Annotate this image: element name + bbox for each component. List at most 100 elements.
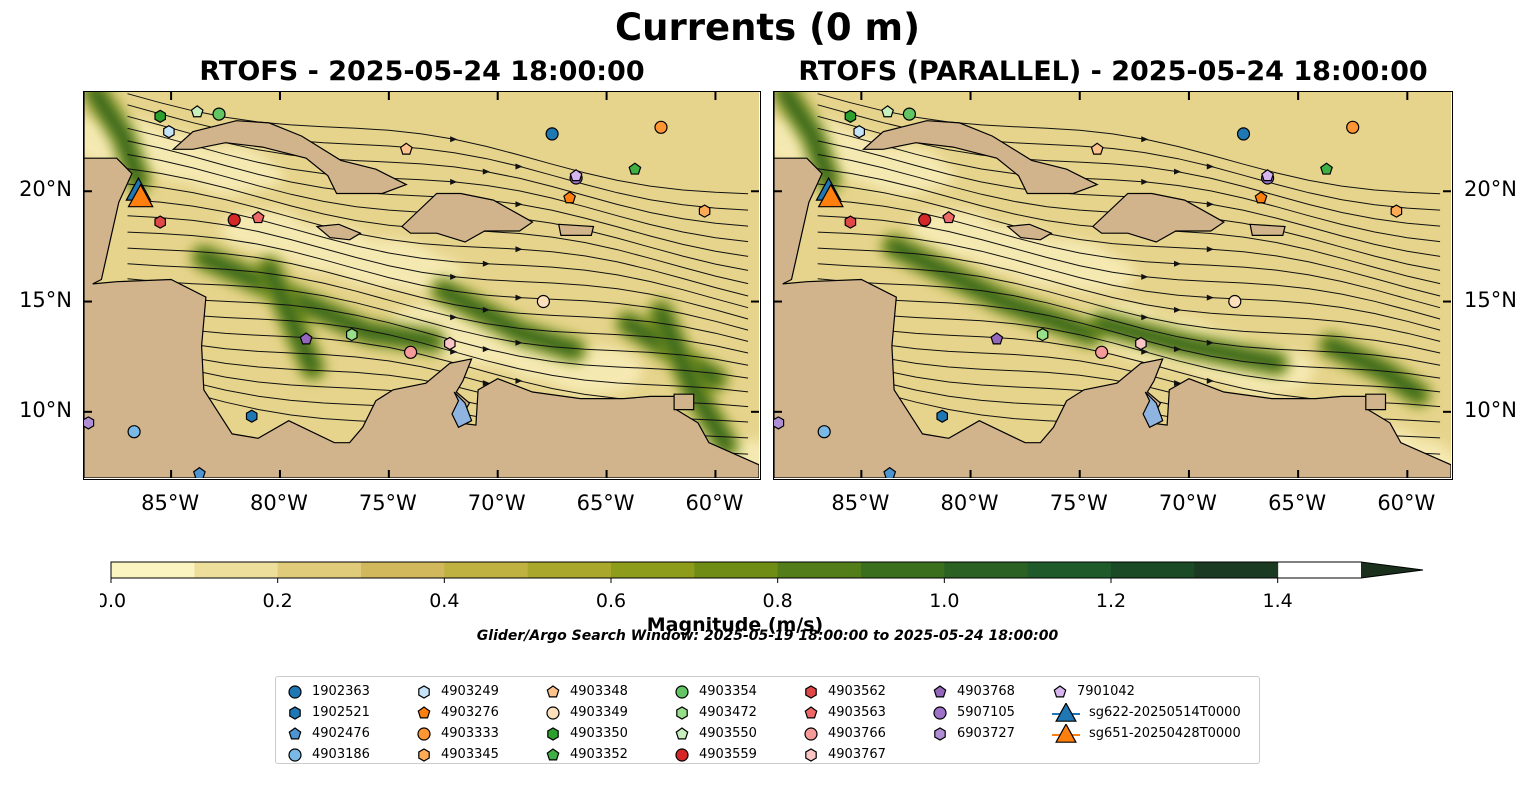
colorbar-extend-arrow (1361, 562, 1423, 578)
search-window-text: Glider/Argo Search Window: 2025-05-19 18… (476, 628, 1059, 644)
float-marker-4903767[interactable] (443, 336, 456, 351)
legend-entry-7901042[interactable]: 7901042 (1051, 681, 1241, 702)
float-marker-1902363[interactable] (545, 127, 559, 141)
float-marker-4903276[interactable] (563, 191, 577, 204)
legend-entry-4903352[interactable]: 4903352 (544, 744, 628, 765)
float-marker-4903350[interactable] (154, 109, 166, 123)
legend-entry-4903276[interactable]: 4903276 (415, 702, 499, 723)
legend-entry-6903727[interactable]: 6903727 (931, 723, 1015, 744)
x-tick-label-right: 85°W (831, 491, 890, 515)
float-marker-4903348[interactable] (399, 142, 413, 155)
float-marker-4903345[interactable] (1390, 204, 1403, 218)
float-marker-4903767[interactable] (1135, 336, 1147, 351)
float-marker-4902476[interactable] (192, 466, 206, 478)
float-marker-4903352[interactable] (1320, 162, 1333, 175)
float-marker-4903349[interactable] (536, 294, 550, 309)
float-marker-4903186[interactable] (127, 425, 141, 439)
x-tick-label-right: 75°W (1049, 491, 1108, 515)
hexagon-marker-icon (547, 726, 559, 741)
x-tick-label-left: 60°W (685, 491, 744, 515)
float-marker-1902521[interactable] (245, 409, 258, 423)
legend-entry-1902363[interactable]: 1902363 (286, 681, 370, 702)
float-marker-1902521[interactable] (936, 409, 948, 423)
legend-entry-4903767[interactable]: 4903767 (802, 744, 886, 765)
float-marker-6903727[interactable] (84, 416, 95, 430)
float-marker-4903249[interactable] (163, 125, 175, 139)
legend-entry-4903349[interactable]: 4903349 (544, 702, 628, 723)
float-marker-6903727[interactable] (774, 416, 785, 430)
float-marker-4903559[interactable] (918, 213, 932, 227)
circle-marker-icon (804, 726, 818, 741)
float-marker-4903352[interactable] (628, 162, 642, 175)
float-marker-4903354[interactable] (902, 107, 916, 121)
legend-entry-4903186[interactable]: 4903186 (286, 744, 370, 765)
float-marker-4903550[interactable] (881, 105, 895, 118)
float-marker-4903766[interactable] (1095, 345, 1109, 359)
colorbar-bin (361, 562, 445, 578)
legend-column: 4903249 4903276 4903333 4903345 (415, 681, 499, 765)
legend-entry-4903348[interactable]: 4903348 (544, 681, 628, 702)
float-marker-4903349[interactable] (1228, 294, 1242, 309)
float-marker-4903348[interactable] (1090, 142, 1104, 155)
legend-entry-4903550[interactable]: 4903550 (673, 723, 757, 744)
map-canvas-rtofs (84, 92, 759, 478)
float-marker-1902363[interactable] (1236, 127, 1251, 141)
glider-marker-sg651-20250428T0000[interactable] (817, 183, 844, 208)
float-marker-4903562[interactable] (154, 215, 166, 229)
legend-entry-label: 4903249 (441, 684, 499, 699)
float-marker-4903472[interactable] (345, 327, 358, 342)
map-panel-rtofs[interactable] (83, 91, 761, 480)
float-marker-4903559[interactable] (227, 213, 241, 227)
circle-marker-icon (417, 726, 431, 741)
legend-entry-label: 4903563 (828, 705, 886, 720)
colorbar-tick-label: 0.2 (263, 590, 293, 612)
colorbar-bin (444, 562, 529, 578)
legend-entry-4903354[interactable]: 4903354 (673, 681, 757, 702)
float-marker-4903768[interactable] (990, 332, 1004, 345)
map-panel-rtofs-parallel[interactable] (773, 91, 1453, 480)
legend-entry-1902521[interactable]: 1902521 (286, 702, 370, 723)
legend-entry-4903472[interactable]: 4903472 (673, 702, 757, 723)
legend-entry-4903562[interactable]: 4903562 (802, 681, 886, 702)
legend-entry-4903559[interactable]: 4903559 (673, 744, 757, 765)
legend-entry-4903768[interactable]: 4903768 (931, 681, 1015, 702)
legend-entry-4902476[interactable]: 4902476 (286, 723, 370, 744)
float-marker-4903766[interactable] (404, 345, 418, 359)
legend-entry-5907105[interactable]: 5907105 (931, 702, 1015, 723)
hexagon-marker-icon (418, 747, 430, 762)
colorbar-tick-label: 1.4 (1263, 590, 1293, 612)
float-marker-4903550[interactable] (190, 105, 204, 118)
float-marker-4903276[interactable] (1254, 191, 1268, 204)
hexagon-marker-icon (805, 747, 817, 762)
colorbar-tick-label: 1.0 (929, 590, 959, 612)
x-tick-label-left: 75°W (358, 491, 417, 515)
float-marker-4903345[interactable] (698, 204, 711, 218)
x-tick-label-right: 65°W (1268, 491, 1327, 515)
float-marker-4903563[interactable] (251, 210, 265, 224)
legend-entry-4903563[interactable]: 4903563 (802, 702, 886, 723)
glider-marker-sg651-20250428T0000[interactable] (127, 183, 154, 208)
float-marker-7901042[interactable] (1261, 169, 1275, 182)
float-marker-4903562[interactable] (844, 215, 857, 229)
float-marker-4903333[interactable] (1346, 120, 1360, 134)
legend-entry-4903350[interactable]: 4903350 (544, 723, 628, 744)
float-marker-4903333[interactable] (654, 120, 668, 134)
legend-entry-label: 4903559 (699, 747, 757, 762)
float-marker-4903350[interactable] (844, 109, 857, 123)
float-marker-4903472[interactable] (1036, 327, 1049, 342)
float-marker-4903186[interactable] (817, 425, 831, 439)
pentagon-marker-icon (546, 684, 560, 697)
float-marker-4903249[interactable] (853, 125, 865, 139)
legend-entry-sg622-20250514T0000[interactable]: sg622-20250514T0000 (1051, 702, 1241, 723)
legend-entry-4903345[interactable]: 4903345 (415, 744, 499, 765)
float-marker-4902476[interactable] (883, 466, 897, 478)
legend-entry-4903249[interactable]: 4903249 (415, 681, 499, 702)
float-marker-4903354[interactable] (212, 107, 226, 121)
x-tick-label-right: 80°W (940, 491, 999, 515)
legend-entry-4903333[interactable]: 4903333 (415, 723, 499, 744)
float-marker-7901042[interactable] (569, 169, 583, 182)
float-marker-4903768[interactable] (299, 332, 313, 345)
legend-entry-sg651-20250428T0000[interactable]: sg651-20250428T0000 (1051, 723, 1241, 744)
legend-entry-4903766[interactable]: 4903766 (802, 723, 886, 744)
float-marker-4903563[interactable] (942, 210, 956, 224)
